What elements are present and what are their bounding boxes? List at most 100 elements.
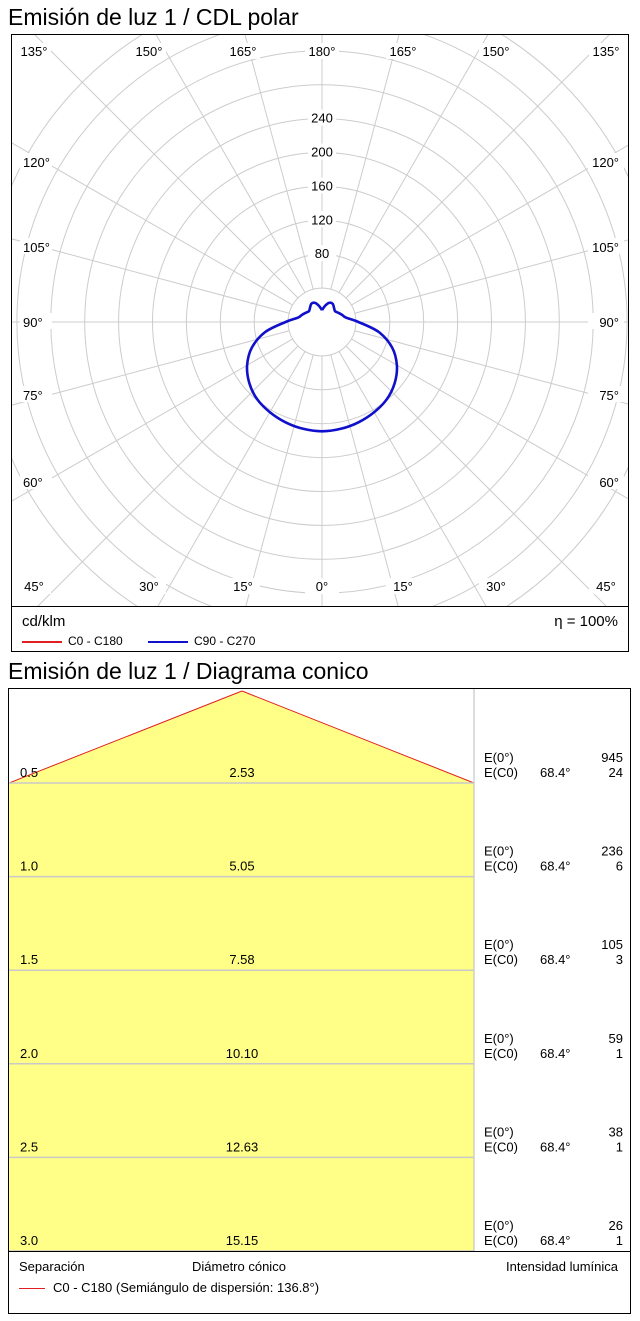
angle-label-left: 120° (23, 155, 50, 170)
grid-circle (287, 287, 357, 357)
ring-label: 200 (311, 145, 333, 160)
angle-label-bg (20, 386, 52, 402)
angle-label-top: 150° (136, 44, 163, 59)
ec0-value: 24 (609, 765, 623, 780)
grid-spoke (34, 35, 299, 299)
e0-value: 236 (601, 844, 623, 859)
cone-legend: C0 - C180 (Semiángulo de dispersión: 136… (19, 1280, 319, 1295)
cone-footer: Separación Diámetro cónico Intensidad lu… (9, 1251, 630, 1314)
angle-label-bg (588, 153, 624, 169)
legend-swatch-c0 (22, 640, 62, 643)
angle-label-top: 135° (593, 44, 620, 59)
intensity-header: Intensidad lumínica (505, 1259, 618, 1274)
distance-label: 0.5 (20, 765, 38, 780)
e0-value: 105 (601, 937, 623, 952)
angle-label-left: 75° (23, 388, 43, 403)
grid-spoke (351, 338, 628, 500)
legend-label-c90: C90 - C270 (194, 634, 256, 648)
e0-label: E(0°) (484, 1031, 514, 1046)
ring-label: 80 (315, 246, 329, 261)
angle-label-bg (226, 43, 260, 59)
grid-spoke (12, 338, 293, 502)
grid-spoke (157, 351, 306, 606)
angle-label-bottom: 45° (596, 579, 616, 594)
diameter-label: 10.10 (226, 1046, 259, 1061)
legend-item-c0-c180: C0 - C180 (22, 634, 123, 648)
ring-label-bg (308, 245, 336, 262)
angle-label-bg (20, 238, 52, 254)
ring-label: 240 (311, 111, 333, 126)
cone-diagram-title: Emisión de luz 1 / Diagrama conico (8, 658, 369, 684)
grid-spoke (37, 345, 299, 606)
e0-value: 59 (609, 1031, 623, 1046)
distance-label: 3.0 (20, 1233, 38, 1248)
angle-label-bg (226, 578, 260, 594)
ring-label-bg (308, 143, 336, 160)
ec0-value: 1 (616, 1046, 623, 1061)
angle-label-bg (17, 578, 51, 594)
angle-label-right: 105° (592, 240, 619, 255)
angle-label-left: 90° (23, 315, 43, 330)
grid-spoke (338, 351, 487, 606)
grid-spoke (330, 354, 399, 606)
separation-header: Separación (19, 1259, 85, 1274)
ec0-value: 1 (616, 1139, 623, 1154)
angle-label-right: 60° (599, 475, 619, 490)
diameter-label: 15.15 (226, 1233, 259, 1248)
angle-label-bg (20, 153, 52, 169)
grid-spoke (12, 238, 290, 314)
ring-label-bg (308, 211, 336, 228)
angle-label-bg (588, 313, 624, 329)
grid-spoke (338, 35, 489, 293)
legend-swatch-c90 (148, 640, 188, 643)
angle-label-bg (589, 43, 623, 59)
ec0-value: 1 (616, 1233, 623, 1248)
grid-spoke (244, 35, 314, 290)
angle-label-right: 75° (599, 388, 619, 403)
ring-label-bg (308, 177, 336, 194)
angle-label-bottom: 30° (486, 579, 506, 594)
angle-value: 68.4° (540, 952, 571, 967)
cone-diagram: 0.5 2.53 E(0°) 945 E(C0) 68.4° 24 1.0 5.05 E(0°) 2… (8, 688, 631, 1314)
angle-label-bg (588, 473, 624, 489)
cone-legend-label: C0 - C180 (Semiángulo de dispersión: 136… (53, 1280, 320, 1295)
angle-label-top: 150° (483, 44, 510, 59)
angle-label-bg (386, 43, 420, 59)
grid-spoke (354, 330, 628, 405)
angle-label-bg (132, 578, 166, 594)
ec0-label: E(C0) (484, 1233, 518, 1248)
diameter-label: 5.05 (229, 859, 254, 874)
diameter-label: 7.58 (229, 952, 254, 967)
angle-label-bg (132, 43, 166, 59)
angle-label-bottom: 45° (24, 579, 44, 594)
efficiency-label: η = 100% (554, 613, 618, 630)
angle-label-top: 180° (309, 44, 336, 59)
polar-plot-area: 80 120 160 200 240 135° 150° 165° 180° 165° 150° 13… (12, 35, 628, 606)
ec0-label: E(C0) (484, 1046, 518, 1061)
grid-spoke (345, 345, 607, 606)
e0-label: E(0°) (484, 1218, 514, 1233)
grid-spoke (12, 330, 290, 406)
angle-value: 68.4° (540, 1139, 571, 1154)
angle-label-bg (386, 578, 420, 594)
angle-label-bg (588, 386, 624, 402)
angle-label-bg (479, 43, 513, 59)
ec0-label: E(C0) (484, 952, 518, 967)
cone-legend-swatch (19, 1288, 45, 1290)
angle-label-bg (479, 578, 513, 594)
polar-footer: cd/klm η = 100% C0 - C180 C90 - C270 (12, 606, 628, 653)
angle-label-right: 120° (592, 155, 619, 170)
distance-label: 2.5 (20, 1139, 38, 1154)
e0-label: E(0°) (484, 937, 514, 952)
angle-value: 68.4° (540, 859, 571, 874)
ec0-value: 3 (616, 952, 623, 967)
diameter-header: Diámetro cónico (192, 1259, 286, 1274)
ring-label: 120 (311, 212, 333, 227)
angle-value: 68.4° (540, 1046, 571, 1061)
cone-fill (9, 691, 474, 1251)
angle-label-bg (305, 43, 339, 59)
cone-edge-right (241, 690, 475, 784)
angle-label-bottom: 30° (139, 579, 159, 594)
ec0-label: E(C0) (484, 765, 518, 780)
